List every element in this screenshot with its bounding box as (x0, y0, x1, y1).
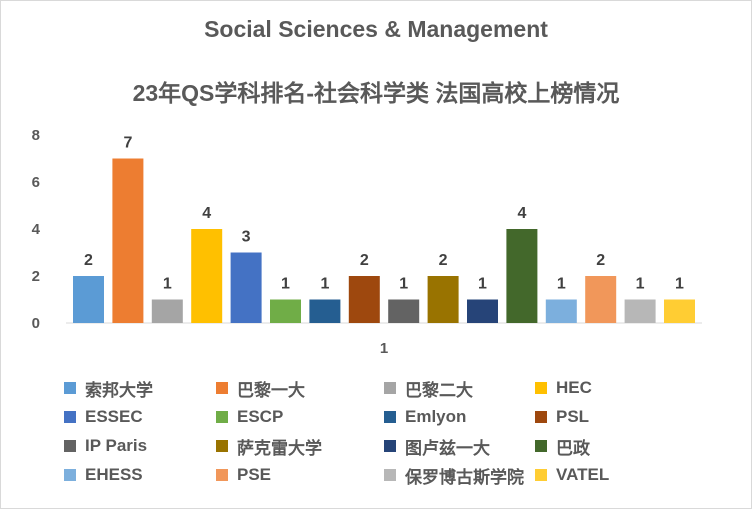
legend-item: ESSEC (64, 407, 143, 427)
bar (270, 299, 301, 323)
data-label: 1 (281, 276, 290, 293)
legend-label: VATEL (556, 465, 610, 484)
legend-item: 保罗博古斯学院 (384, 465, 524, 487)
legend-swatch (384, 440, 396, 452)
legend-swatch (535, 382, 547, 394)
bar (585, 276, 617, 323)
legend-item: IP Paris (64, 436, 147, 456)
legend-item: 索邦大学 (64, 378, 153, 400)
legend-swatch (64, 411, 76, 423)
bar-plot: 0 2 4 6 8 2 7 1 4 3 1 1 2 1 2 1 4 1 2 1 1 1 (32, 127, 702, 357)
legend-item: VATEL (535, 465, 609, 485)
legend-label: 萨克雷大学 (237, 438, 322, 458)
data-label: 2 (596, 252, 605, 269)
bar (506, 229, 538, 323)
bar (388, 299, 420, 323)
bar (545, 299, 577, 323)
legend-swatch (216, 440, 228, 452)
legend-label: 图卢兹一大 (405, 438, 490, 458)
legend-swatch (216, 411, 228, 423)
data-label: 1 (399, 276, 408, 293)
legend-item: PSL (535, 407, 589, 427)
data-label: 3 (242, 229, 251, 246)
legend-item: Emlyon (384, 407, 466, 427)
legend-item: HEC (535, 378, 592, 398)
x-category-label: 1 (380, 340, 388, 357)
data-label: 1 (320, 276, 329, 293)
legend-item: 巴黎一大 (216, 378, 305, 400)
legend-swatch (384, 411, 396, 423)
data-label: 1 (163, 276, 172, 293)
chart-title: Social Sciences & Management (204, 16, 548, 42)
legend-label: HEC (556, 378, 592, 397)
chart-subtitle: 23年QS学科排名-社会科学类 法国高校上榜情况 (132, 80, 620, 106)
legend-item: 图卢兹一大 (384, 436, 490, 458)
y-tick-label: 2 (32, 268, 40, 285)
bar (191, 229, 223, 323)
data-label: 4 (517, 205, 526, 222)
legend-swatch (535, 469, 547, 481)
legend-item: PSE (216, 465, 271, 485)
bar (467, 299, 498, 323)
legend-swatch (64, 440, 76, 452)
legend-item: 巴黎二大 (384, 378, 473, 400)
data-label: 1 (478, 276, 487, 293)
legend-swatch (535, 440, 547, 452)
legend-swatch (216, 382, 228, 394)
data-label: 2 (439, 252, 448, 269)
bar (112, 158, 144, 323)
legend-item: 巴政 (535, 436, 590, 458)
y-tick-label: 0 (32, 315, 40, 332)
bar (624, 299, 656, 323)
data-label: 4 (202, 205, 211, 222)
data-label: 2 (360, 252, 369, 269)
bar (309, 299, 341, 323)
legend-label: PSL (556, 407, 590, 426)
legend-swatch (64, 382, 76, 394)
y-axis-ticks: 0 2 4 6 8 (32, 127, 41, 332)
y-tick-label: 8 (32, 127, 40, 144)
legend-swatch (384, 469, 396, 481)
legend-label: ESCP (237, 407, 284, 426)
bar (427, 276, 459, 323)
data-label: 1 (675, 276, 684, 293)
legend-label: ESSEC (85, 407, 143, 426)
bars-group (73, 158, 695, 323)
legend-item: EHESS (64, 465, 143, 485)
data-label: 1 (636, 276, 645, 293)
legend-label: 巴政 (556, 438, 590, 458)
legend-label: PSE (237, 465, 272, 484)
legend-label: 巴黎二大 (405, 380, 473, 400)
y-tick-label: 4 (32, 221, 41, 238)
data-label: 1 (557, 276, 566, 293)
bar (73, 276, 104, 323)
data-label: 7 (123, 135, 132, 152)
data-labels-group: 2 7 1 4 3 1 1 2 1 2 1 4 1 2 1 1 (84, 135, 684, 293)
legend-item: ESCP (216, 407, 283, 427)
legend-label: EHESS (85, 465, 143, 484)
legend-label: Emlyon (405, 407, 467, 426)
legend-swatch (384, 382, 396, 394)
legend-item: 萨克雷大学 (216, 436, 322, 458)
y-tick-label: 6 (32, 174, 40, 191)
bar (348, 276, 380, 323)
legend-label: 保罗博古斯学院 (405, 467, 524, 487)
legend-label: 索邦大学 (85, 380, 153, 400)
legend-swatch (216, 469, 228, 481)
legend-swatch (64, 469, 76, 481)
legend-label: 巴黎一大 (237, 380, 305, 400)
legend-swatch (535, 411, 547, 423)
data-label: 2 (84, 252, 93, 269)
bar (230, 252, 262, 323)
legend-label: IP Paris (85, 436, 148, 455)
bar (664, 299, 695, 323)
bar (151, 299, 183, 323)
